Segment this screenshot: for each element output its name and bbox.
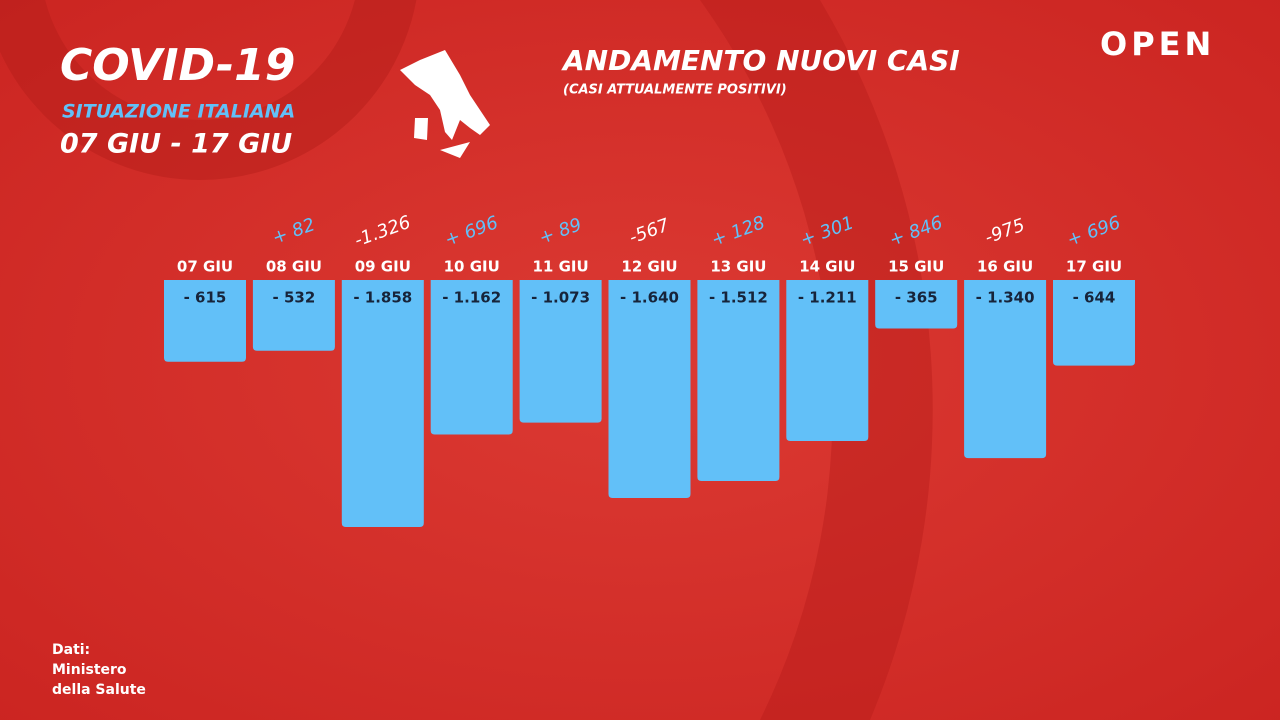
x-tick-label: 10 GIU (444, 258, 500, 276)
chart-title: ANDAMENTO NUOVI CASI (561, 44, 960, 77)
source: Ministero (52, 662, 127, 678)
italy-map (400, 50, 490, 158)
x-tick-label: 12 GIU (621, 258, 677, 276)
value-label: - 1.211 (798, 289, 857, 307)
value-label: - 644 (1073, 289, 1116, 307)
x-tick-label: 17 GIU (1066, 258, 1122, 276)
x-tick-label: 15 GIU (888, 258, 944, 276)
bar (519, 280, 602, 423)
x-tick-label: 14 GIU (799, 258, 855, 276)
bar (697, 280, 780, 482)
value-label: - 1.340 (976, 289, 1035, 307)
subtitle: SITUAZIONE ITALIANA (62, 101, 295, 123)
source: Dati: (52, 642, 90, 658)
bar (875, 280, 958, 329)
bar (164, 280, 246, 362)
value-label: - 1.162 (442, 289, 501, 307)
value-label: - 615 (184, 289, 227, 307)
x-tick-label: 07 GIU (177, 258, 233, 276)
bar (341, 280, 424, 527)
decor (700, 0, 933, 720)
decor (0, 0, 417, 180)
x-tick-label: 11 GIU (533, 258, 589, 276)
x-tick-label: 09 GIU (355, 258, 411, 276)
x-tick-label: 13 GIU (710, 258, 766, 276)
source: della Salute (52, 682, 146, 698)
bar (964, 280, 1047, 459)
bar (608, 280, 691, 499)
value-label: - 1.512 (709, 289, 768, 307)
logo: OPEN (1100, 25, 1215, 63)
value-label: - 1.640 (620, 289, 679, 307)
bar (786, 280, 869, 441)
period: 07 GIU - 17 GIU (60, 129, 292, 160)
bar (430, 280, 513, 435)
value-label: - 532 (273, 289, 316, 307)
value-label: - 365 (895, 289, 938, 307)
chart-subtitle: (CASI ATTUALMENTE POSITIVI) (563, 83, 787, 98)
x-tick-label: 08 GIU (266, 258, 322, 276)
value-label: - 1.073 (531, 289, 590, 307)
x-tick-label: 16 GIU (977, 258, 1033, 276)
bar (1053, 280, 1135, 366)
title: COVID-19 (60, 40, 295, 91)
bar (252, 280, 335, 351)
value-label: - 1.858 (353, 289, 412, 307)
